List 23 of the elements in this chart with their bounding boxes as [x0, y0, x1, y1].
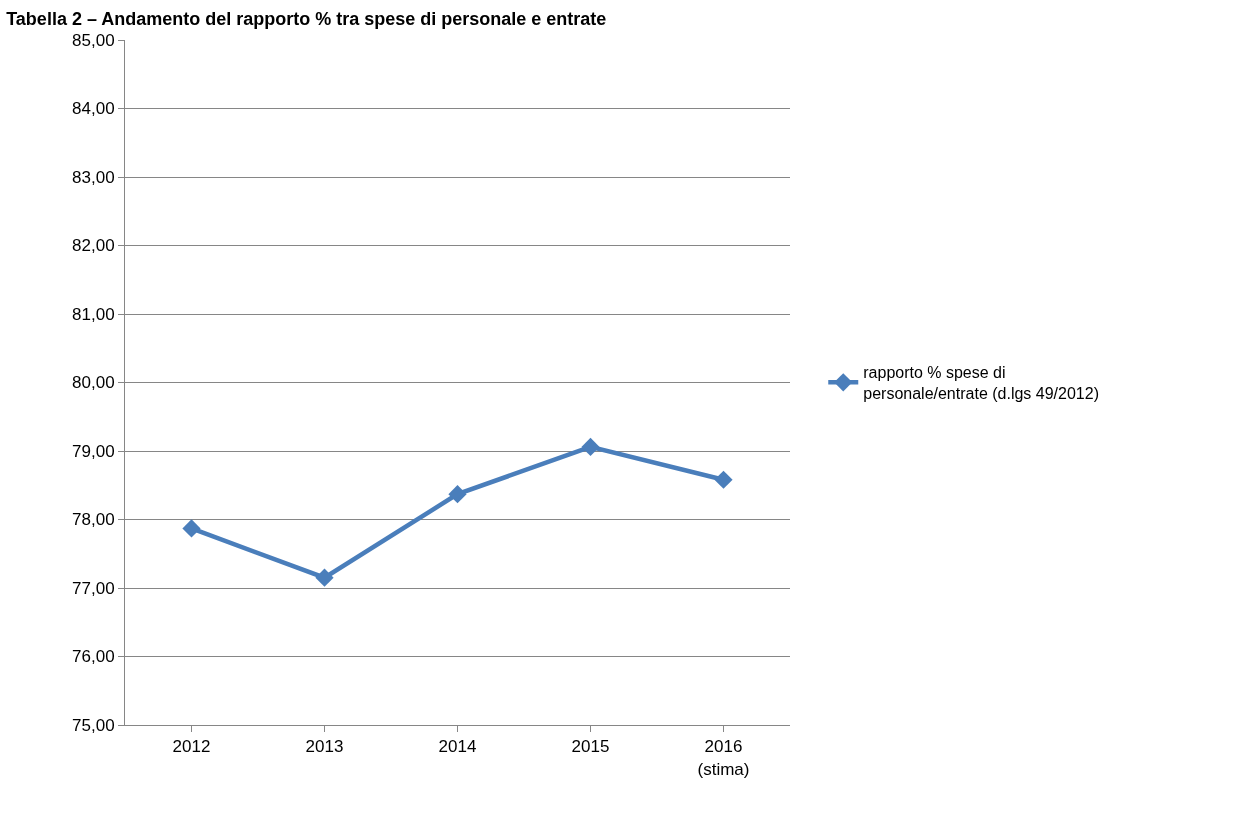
y-tick-label: 77,00	[72, 578, 115, 598]
y-tick-label: 80,00	[72, 373, 115, 393]
chart-title: Tabella 2 – Andamento del rapporto % tra spese di personale e entrate	[6, 8, 607, 29]
point	[182, 519, 201, 538]
y-tick-label: 81,00	[72, 304, 115, 324]
y-tick-label: 76,00	[72, 647, 115, 667]
point	[315, 568, 334, 587]
x-tick-label: 2014	[438, 737, 477, 757]
y-tick-label: 85,00	[72, 30, 115, 50]
y-tick-label: 82,00	[72, 236, 115, 256]
x-tick-label: 2015	[571, 737, 610, 757]
x-tick-label: 2012	[172, 737, 211, 757]
point	[714, 470, 733, 489]
point	[581, 437, 600, 456]
x-tick-label: 2016 (stima)	[697, 737, 750, 779]
y-tick-label: 78,00	[72, 510, 115, 530]
y-tick-label: 79,00	[72, 441, 115, 461]
y-tick-label: 75,00	[72, 715, 115, 735]
y-tick-label: 83,00	[72, 167, 115, 187]
legend-label: rapporto % spese di personale/entrate (d.lgs 49/2012)	[863, 364, 1099, 402]
y-tick-label: 84,00	[72, 99, 115, 119]
point	[448, 485, 467, 504]
x-tick-label: 2013	[305, 737, 344, 757]
